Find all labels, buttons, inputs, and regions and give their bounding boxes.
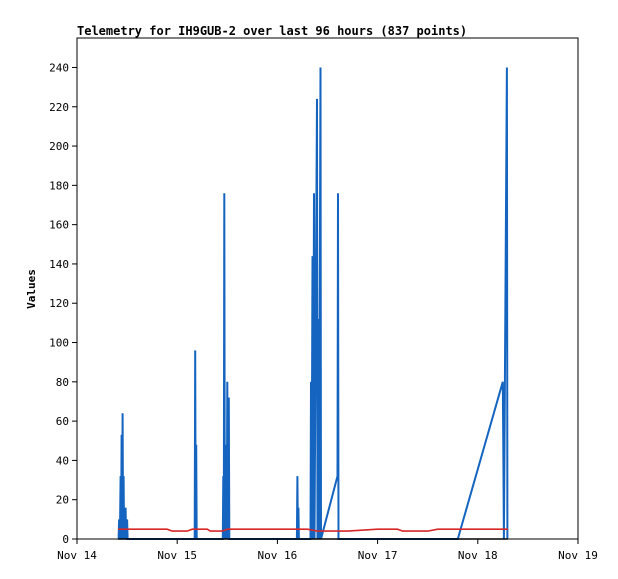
y-tick-label: 60	[56, 415, 69, 428]
y-tick-label: 180	[49, 179, 69, 192]
x-tick-label: Nov 16	[258, 549, 298, 562]
y-tick-label: 0	[62, 533, 69, 546]
y-axis: 0 20 40 60 80 100 120 140 160 180 200 220 240	[49, 61, 77, 546]
y-tick-label: 120	[49, 297, 69, 310]
x-tick-label: Nov 19	[558, 549, 598, 562]
series-line-2	[118, 528, 508, 532]
x-tick-label: Nov 18	[458, 549, 498, 562]
x-tick-label: Nov 14	[57, 549, 97, 562]
y-tick-label: 220	[49, 101, 69, 114]
series-layer	[117, 67, 509, 540]
y-tick-label: 80	[56, 376, 69, 389]
y-tick-label: 240	[49, 61, 69, 74]
y-tick-label: 40	[56, 454, 69, 467]
x-tick-label: Nov 17	[358, 549, 398, 562]
series-line-1	[117, 67, 509, 540]
x-tick-label: Nov 15	[157, 549, 197, 562]
y-axis-label: Values	[25, 269, 38, 309]
chart-title: Telemetry for IH9GUB-2 over last 96 hour…	[77, 24, 467, 38]
y-tick-label: 140	[49, 258, 69, 271]
y-tick-label: 200	[49, 140, 69, 153]
x-axis: Nov 14 Nov 15 Nov 16 Nov 17 Nov 18 Nov 19	[57, 539, 598, 562]
y-tick-label: 100	[49, 337, 69, 350]
y-tick-label: 160	[49, 219, 69, 232]
y-tick-label: 20	[56, 494, 69, 507]
